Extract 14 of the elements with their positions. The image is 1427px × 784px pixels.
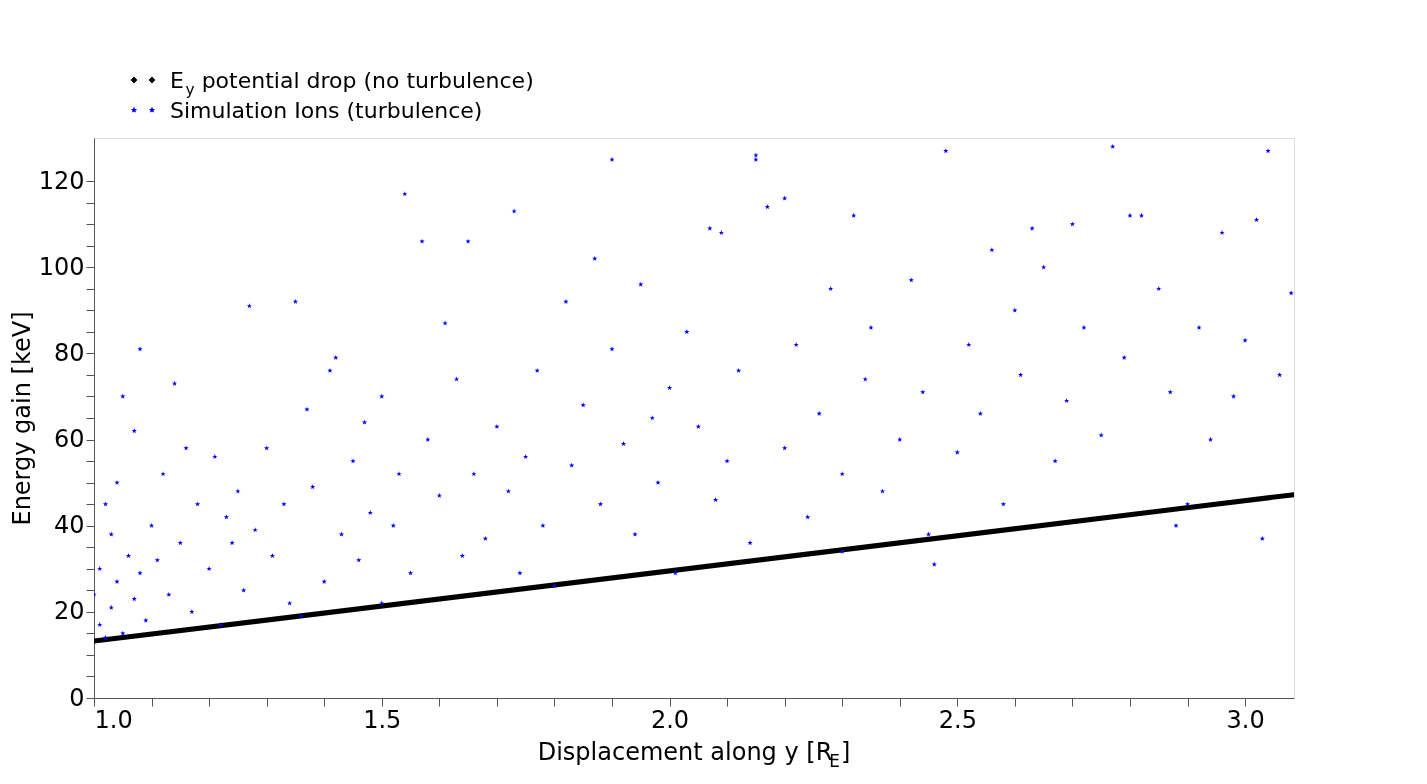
y-tick-label: 40 bbox=[53, 511, 85, 540]
y-tick-label: 0 bbox=[69, 683, 85, 712]
x-tick-label: 2.5 bbox=[938, 705, 977, 734]
x-tick-label: 1.0 bbox=[94, 705, 133, 734]
x-tick-label: 3.0 bbox=[1226, 705, 1265, 734]
y-tick-label: 80 bbox=[53, 338, 85, 367]
y-tick-label: 20 bbox=[53, 597, 85, 626]
x-tick-label: 1.5 bbox=[363, 705, 402, 734]
x-tick-label: 2.0 bbox=[650, 705, 690, 734]
y-tick-label: 60 bbox=[53, 425, 85, 454]
y-tick-label: 120 bbox=[38, 166, 85, 195]
y-tick-label: 100 bbox=[38, 252, 85, 281]
legend-label: Simulation Ions (turbulence) bbox=[170, 98, 483, 123]
y-axis-title: Energy gain [keV] bbox=[7, 311, 36, 526]
